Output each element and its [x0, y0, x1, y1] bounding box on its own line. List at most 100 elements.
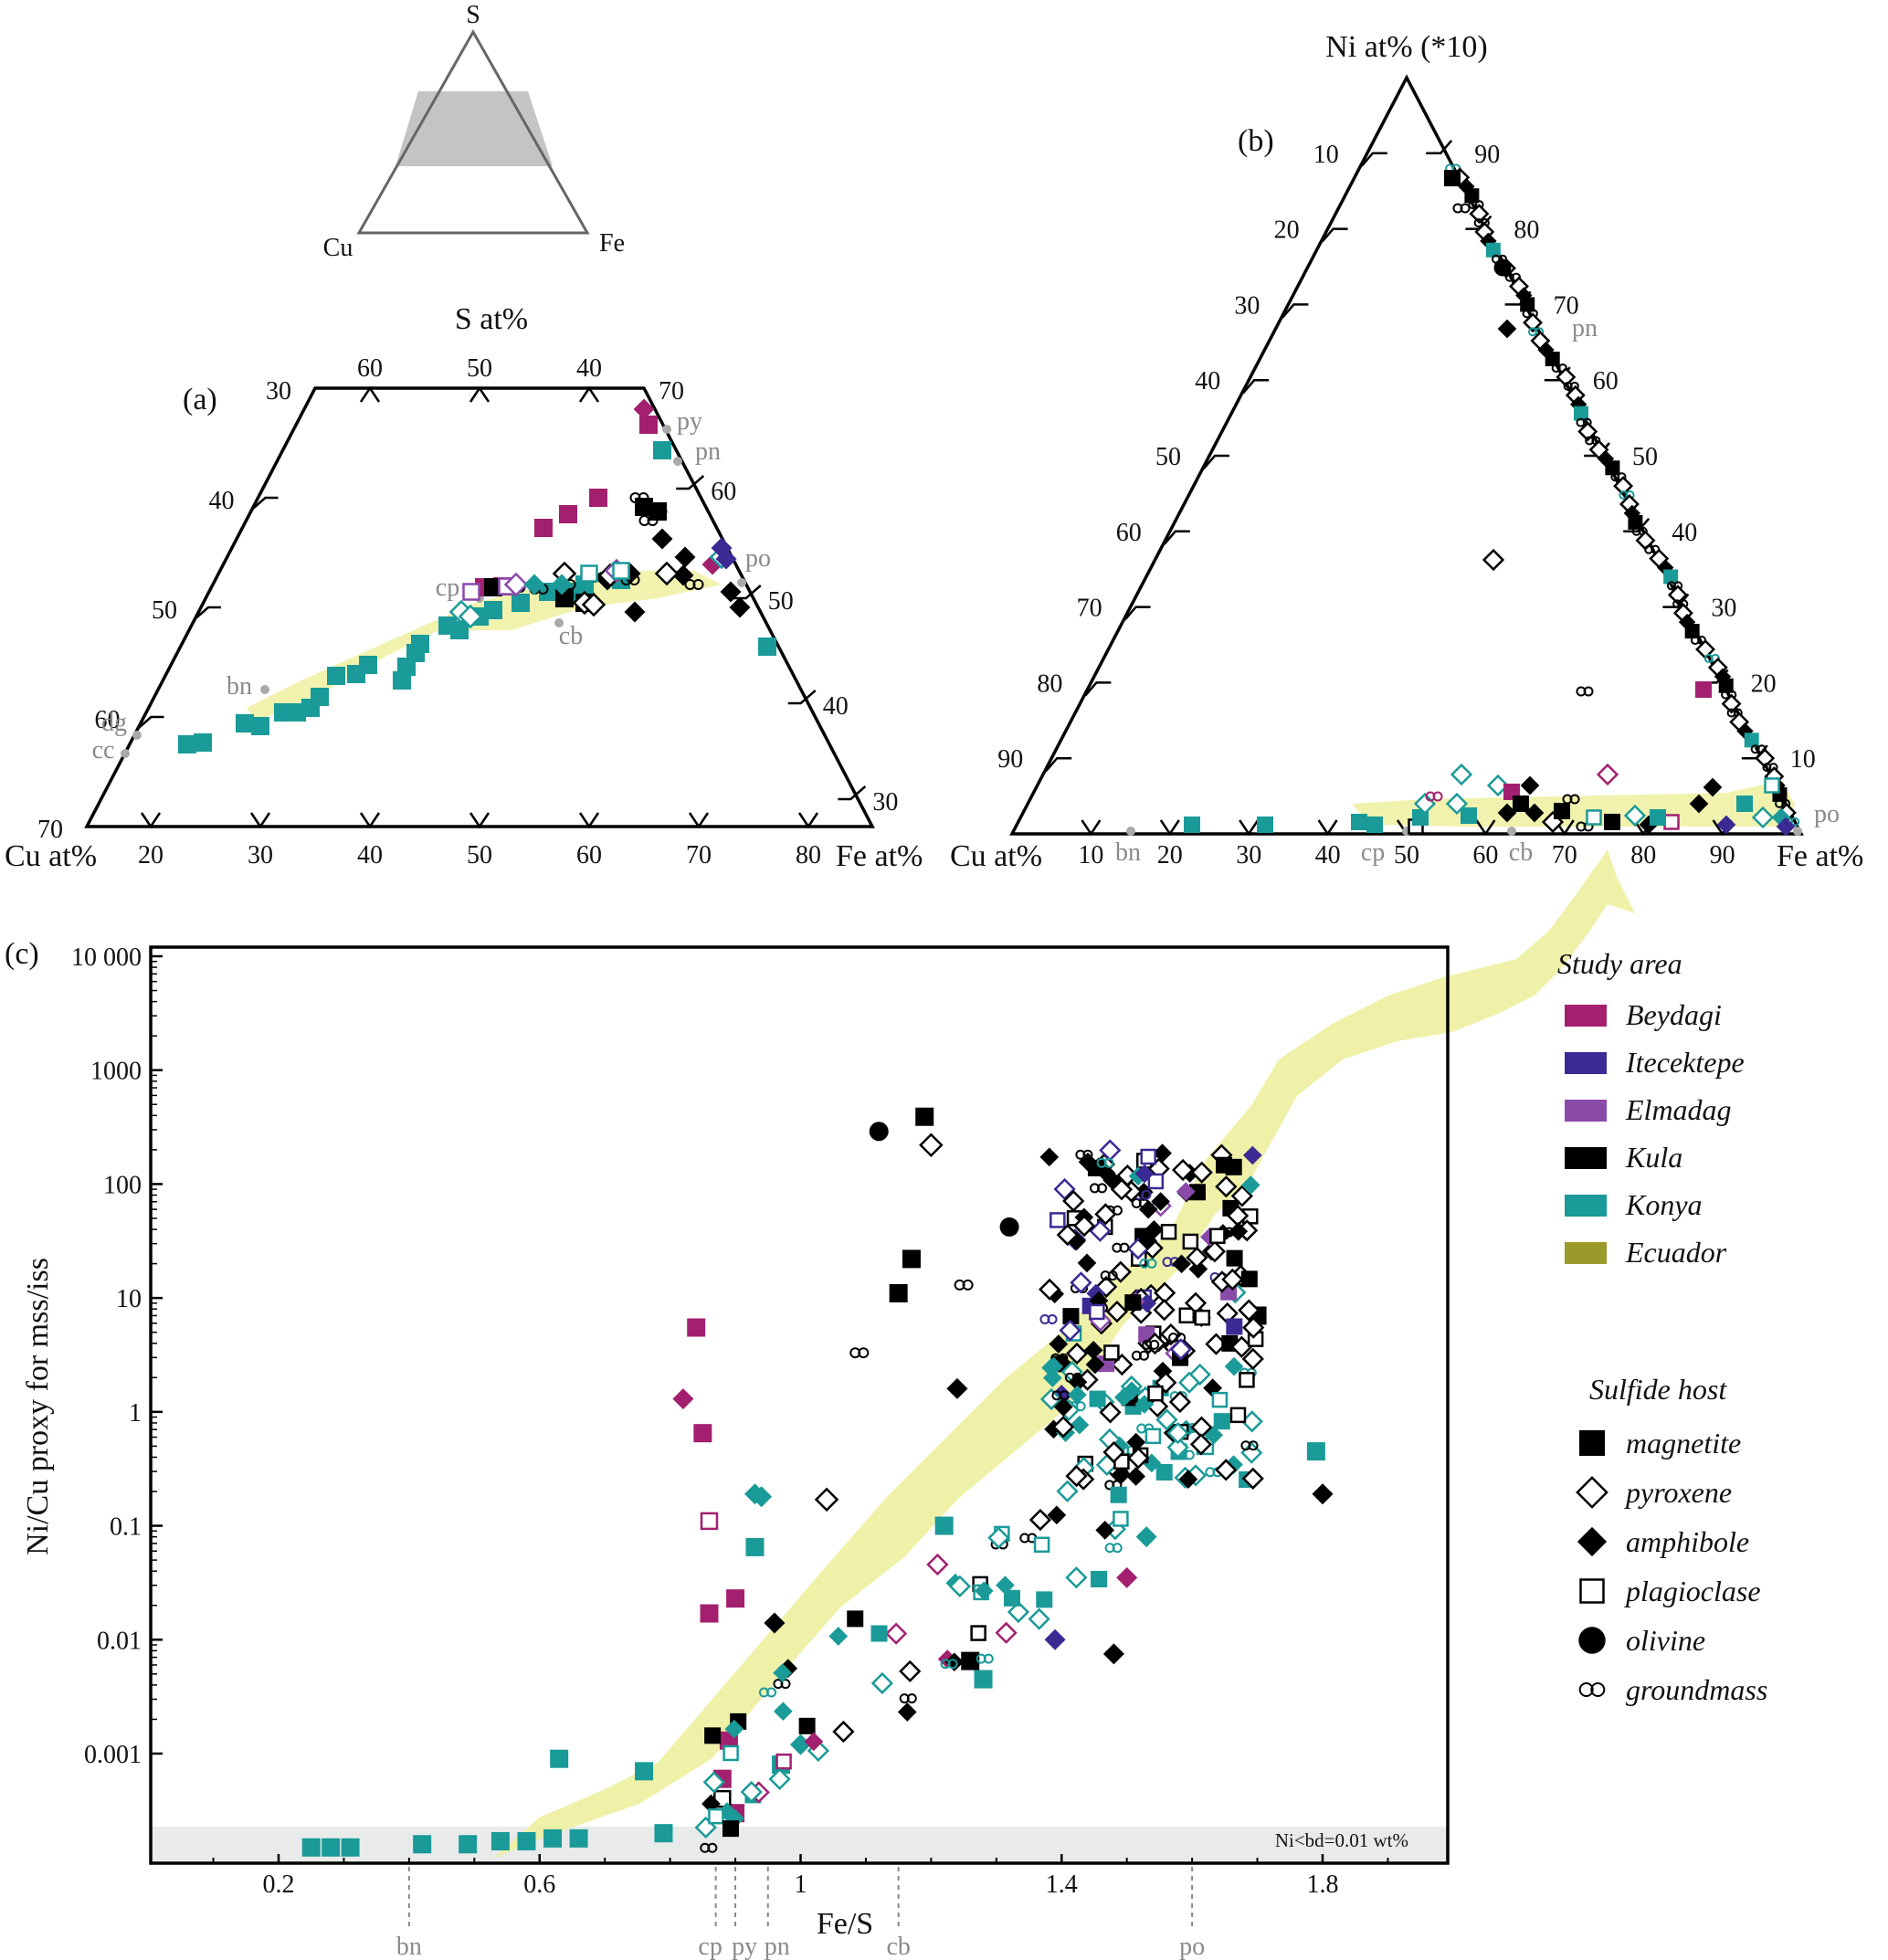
- panel-c-point: [870, 1671, 894, 1695]
- panel-c-point: [413, 1835, 432, 1854]
- panel-c-point: [1240, 1440, 1259, 1451]
- panel-c-point: [723, 1744, 739, 1762]
- panel-c-point: [1240, 1270, 1258, 1288]
- panel-c-point: [1242, 1145, 1262, 1165]
- panel-a-title: S at%: [455, 302, 528, 336]
- panel-c-point: [1127, 1447, 1150, 1470]
- panel-c-x-tick-label: 0.2: [263, 1870, 295, 1899]
- panel-c-point: [1124, 1294, 1142, 1312]
- panel-a-point: [674, 546, 696, 568]
- panel-b-bottom-tick-label: 40: [1315, 841, 1341, 869]
- panel-b-right-tick-label: 30: [1711, 595, 1736, 623]
- panel-a-mineral-label-pn: pn: [695, 437, 721, 466]
- panel-c-point: [1102, 1643, 1124, 1665]
- panel-c-point: [672, 1388, 694, 1410]
- panel-b-point: [1425, 791, 1443, 802]
- panel-c-ref-label-bn: bn: [396, 1933, 422, 1960]
- panel-c-point: [693, 1424, 712, 1443]
- panel-c-point: [1140, 1148, 1156, 1165]
- panel-b-mineral-label-po: po: [1814, 800, 1840, 828]
- panel-b-point: [1639, 815, 1659, 835]
- panel-c-point: [1168, 1390, 1192, 1414]
- panel-c-point: [1065, 1464, 1088, 1488]
- panel-a-bottom-tick: [578, 812, 600, 829]
- panel-b-point: [1469, 204, 1490, 225]
- panel-c-point: [995, 1621, 1018, 1644]
- panel-c-y-tick-label: 1000: [90, 1058, 142, 1086]
- panel-c-point: [1122, 1381, 1142, 1401]
- panel-b-point: [1736, 796, 1753, 812]
- panel-b-bottom-tick-label: 80: [1630, 841, 1656, 869]
- inset-triangle: [356, 28, 590, 235]
- panel-c-point: [1153, 1143, 1172, 1164]
- panel-c-point: [940, 1659, 958, 1670]
- inset-vertex-s: S: [466, 1, 480, 29]
- panel-c-point: [740, 1780, 763, 1804]
- panel-b-left-tick: [1203, 454, 1229, 469]
- panel-a-point: [503, 572, 529, 597]
- panel-a-mineral-point-dg: [132, 731, 142, 740]
- legend-study-area-title: Study area: [1557, 947, 1682, 980]
- panel-a-right-tick: [838, 785, 867, 801]
- panel-a-bottom-tick: [359, 812, 381, 829]
- panel-a-top-tick-label: 40: [576, 354, 602, 383]
- panel-c-point: [1056, 1223, 1079, 1247]
- panel-c-point: [1171, 1158, 1195, 1182]
- panel-b-point: [1604, 814, 1620, 830]
- panel-c-point: [832, 1720, 855, 1744]
- panel-b-right-tick-label: 70: [1554, 291, 1579, 320]
- panel-b-point: [1703, 777, 1723, 797]
- panel-b-point: [1623, 504, 1641, 522]
- panel-c-point: [1142, 1339, 1160, 1350]
- panel-b-point: [1751, 806, 1775, 829]
- panel-c-point: [1166, 1436, 1189, 1459]
- panel-c-xlabel: Fe/S: [817, 1907, 873, 1941]
- panel-c-label: (c): [5, 937, 39, 971]
- panel-b-left-tick-label: 40: [1195, 367, 1220, 395]
- panel-a-top-tick: [469, 385, 490, 403]
- panel-c-point: [1044, 1628, 1066, 1650]
- panel-c-point: [1094, 1203, 1117, 1226]
- panel-c-point: [543, 1828, 563, 1848]
- panel-c-point: [1169, 1338, 1192, 1361]
- panel-c-point: [1104, 1543, 1123, 1554]
- panel-b-fe-label: Fe at%: [1777, 839, 1863, 873]
- panel-a-point: [581, 592, 606, 617]
- legend-host-label-plagioclase: plagioclase: [1624, 1575, 1761, 1607]
- panel-c-point: [1039, 1313, 1058, 1324]
- panel-c-point: [704, 1727, 722, 1744]
- panel-b-mineral-point-po: [1793, 827, 1802, 836]
- panel-b-bottom-tick: [1239, 819, 1260, 837]
- panel-a-point: [534, 519, 553, 537]
- legend-label-ecuador: Ecuador: [1625, 1236, 1727, 1269]
- panel-c-point: [1111, 1353, 1134, 1376]
- panel-c-point: [322, 1838, 341, 1857]
- panel-b-point: [1523, 312, 1544, 333]
- panel-c-point: [1007, 1600, 1030, 1624]
- panel-b-point: [1736, 722, 1754, 740]
- panel-c-point: [1112, 1242, 1130, 1253]
- legend-host-label-amphibole: amphibole: [1626, 1525, 1749, 1558]
- panel-a-point: [450, 621, 469, 639]
- panel-b-point: [1628, 514, 1643, 530]
- panel-a-frame: [84, 386, 875, 828]
- panel-c-point: [717, 1802, 737, 1821]
- panel-c-point: [773, 1679, 791, 1690]
- panel-b-mineral-label-pn: pn: [1572, 314, 1598, 342]
- panel-c-point: [1155, 1408, 1178, 1431]
- panel-c-point: [1242, 1316, 1265, 1339]
- panel-a-bottom-tick: [249, 812, 271, 829]
- panel-c-point: [1065, 1566, 1088, 1589]
- panel-b-point: [1744, 732, 1759, 748]
- panel-c-point: [700, 1842, 718, 1853]
- panel-c-y-tick-label: 0.001: [84, 1741, 142, 1769]
- panel-a-top-tick: [578, 385, 600, 403]
- panel-b-bottom-tick-label: 30: [1236, 841, 1261, 869]
- panel-b-point: [1776, 817, 1796, 837]
- panel-a-point: [512, 594, 530, 612]
- panel-a-right-tick-label: 40: [823, 692, 849, 721]
- panel-c-point: [1177, 1371, 1201, 1394]
- panel-c-point: [1189, 1433, 1213, 1456]
- panel-c-point: [1213, 1413, 1230, 1430]
